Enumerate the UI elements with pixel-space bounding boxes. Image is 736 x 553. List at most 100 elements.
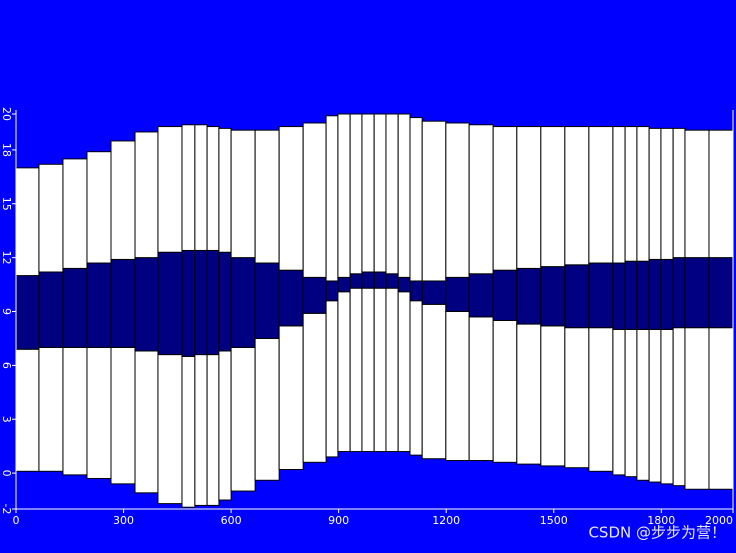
upper-layer <box>588 126 614 264</box>
middle-band <box>230 257 256 348</box>
upper-layer <box>373 113 387 273</box>
upper-layer <box>38 163 64 273</box>
lower-layer <box>194 354 208 506</box>
middle-band <box>612 262 626 330</box>
lower-layer <box>278 325 304 471</box>
upper-layer <box>708 129 734 259</box>
lower-layer <box>672 327 686 487</box>
middle-band <box>672 257 686 329</box>
y-tick-label: -2 <box>0 504 13 515</box>
middle-band <box>218 251 232 352</box>
lower-layer <box>409 300 423 456</box>
x-tick-label: 600 <box>221 514 242 527</box>
middle-band <box>254 262 280 339</box>
upper-layer <box>230 129 256 259</box>
lower-layer <box>218 350 232 501</box>
middle-band <box>636 260 650 330</box>
upper-layer <box>397 113 411 278</box>
upper-layer <box>254 129 280 264</box>
lower-layer <box>468 316 494 462</box>
middle-band <box>624 260 638 330</box>
middle-band <box>564 264 590 329</box>
lower-layer <box>564 327 590 469</box>
middle-band <box>15 275 40 350</box>
upper-layer <box>492 126 518 271</box>
watermark: CSDN @步步为营！ <box>588 524 726 542</box>
middle-band <box>445 276 470 312</box>
upper-layer <box>612 126 626 264</box>
upper-layer <box>421 120 447 282</box>
lower-layer <box>636 328 650 481</box>
middle-band <box>361 271 375 289</box>
upper-layer <box>672 127 686 259</box>
lower-layer <box>492 319 518 463</box>
lower-layer <box>684 327 710 490</box>
middle-band <box>302 276 327 314</box>
lower-layer <box>361 287 375 453</box>
lower-layer <box>385 287 399 453</box>
middle-band <box>409 280 423 302</box>
middle-band <box>421 280 447 305</box>
lower-layer <box>62 346 88 476</box>
middle-band <box>110 258 136 348</box>
lower-layer <box>612 328 626 476</box>
upper-layer <box>218 127 232 253</box>
upper-layer <box>385 113 399 275</box>
middle-band <box>337 276 351 293</box>
lower-layer <box>516 323 542 465</box>
lower-layer <box>206 354 220 506</box>
upper-layer <box>62 158 88 269</box>
upper-layer <box>564 126 590 266</box>
y-tick-label: 20 <box>0 107 13 121</box>
y-tick-label: 0 <box>0 470 13 477</box>
middle-band <box>38 271 64 348</box>
upper-layer <box>409 117 423 282</box>
upper-layer <box>325 115 339 282</box>
middle-band <box>206 249 220 356</box>
middle-band <box>660 258 674 330</box>
lower-layer <box>624 328 638 478</box>
upper-layer <box>684 129 710 259</box>
middle-band <box>62 267 88 348</box>
upper-layer <box>110 140 136 260</box>
middle-band <box>181 249 196 357</box>
y-tick-label: 3 <box>0 416 13 423</box>
middle-band <box>278 269 304 327</box>
middle-band <box>516 267 542 325</box>
lower-layer <box>157 354 183 505</box>
lower-layer <box>15 348 40 472</box>
y-tick-label: 12 <box>0 251 13 265</box>
lower-layer <box>254 337 280 481</box>
upper-layer <box>337 113 351 278</box>
middle-band <box>468 273 494 318</box>
y-tick-label: 18 <box>0 143 13 157</box>
upper-layer <box>349 113 363 275</box>
lower-layer <box>708 327 734 490</box>
upper-layer <box>660 127 674 260</box>
middle-band <box>194 249 208 356</box>
lower-layer <box>302 312 327 463</box>
lower-layer <box>181 355 196 508</box>
middle-band <box>648 258 662 330</box>
upper-layer <box>648 127 662 260</box>
upper-layer <box>278 126 304 271</box>
middle-band <box>708 257 734 329</box>
lower-layer <box>540 325 566 467</box>
upper-layer <box>134 131 159 259</box>
middle-band <box>157 251 183 356</box>
upper-layer <box>15 167 40 277</box>
upper-layer <box>540 126 566 268</box>
x-tick-label: 900 <box>328 514 349 527</box>
upper-layer <box>468 124 494 275</box>
upper-layer <box>636 126 650 262</box>
lower-layer <box>337 291 351 453</box>
lower-layer <box>349 287 363 453</box>
middle-band <box>325 280 339 302</box>
middle-band <box>684 257 710 329</box>
x-tick-label: 0 <box>13 514 20 527</box>
middle-band <box>86 262 112 348</box>
upper-layer <box>206 126 220 251</box>
lower-layer <box>325 300 339 458</box>
upper-layer <box>181 124 196 251</box>
